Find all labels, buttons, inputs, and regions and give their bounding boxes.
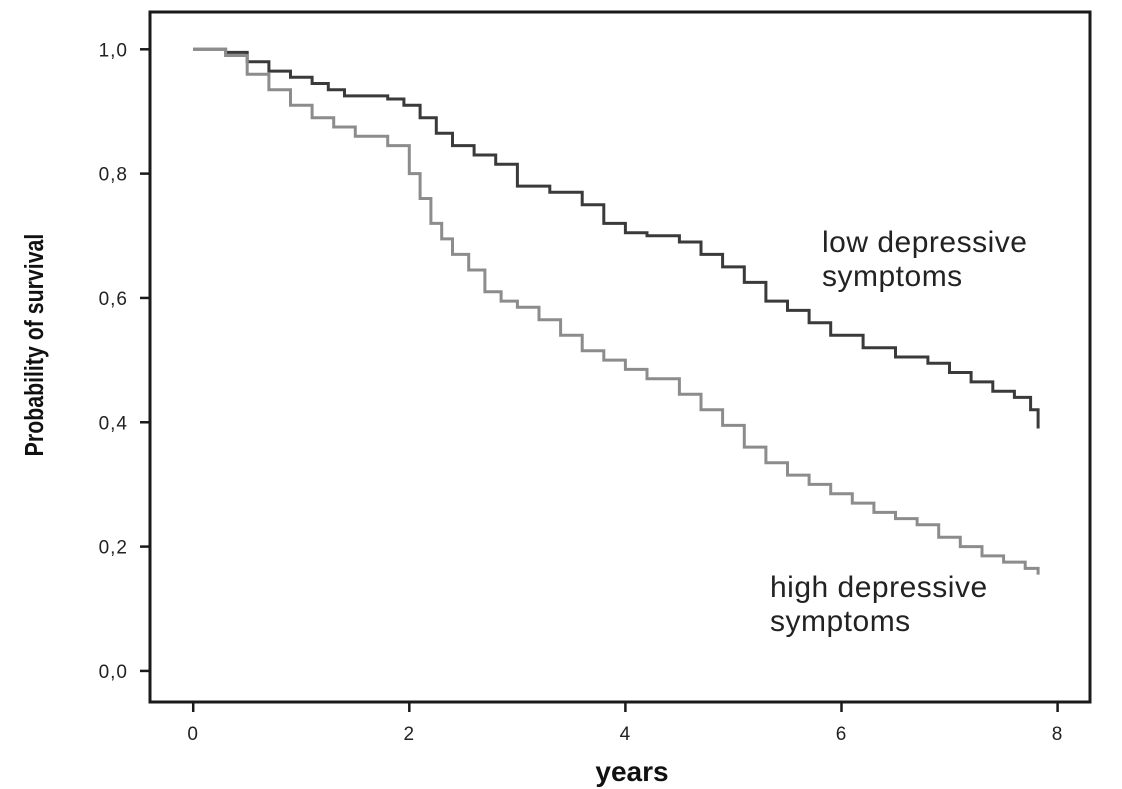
y-tick-label: 0,0 [99,662,128,683]
x-tick-label: 8 [1052,724,1064,745]
x-tick-label: 4 [620,724,632,745]
series-line-low [193,47,1040,429]
series-layer [193,47,1040,575]
y-tick-label: 0,2 [99,538,128,559]
annotation-low-line-1: low depressive [822,226,1027,259]
x-tick-label: 6 [836,724,848,745]
x-tick-label: 0 [187,724,199,745]
y-tick-label: 0,4 [99,413,128,434]
series-line-high [193,47,1040,575]
annotation-high-line-2: symptoms [770,605,911,638]
plot-frame [148,10,1092,704]
x-axis-ticks: 0 2 4 6 8 [187,702,1064,745]
y-tick-label: 0,8 [99,165,128,186]
y-axis-ticks: 0,0 0,2 0,4 0,6 0,8 1,0 [99,40,150,683]
annotation-low-line-2: symptoms [822,260,963,293]
x-tick-label: 2 [404,724,416,745]
x-axis-title: years [595,756,668,787]
y-tick-label: 0,6 [99,289,128,310]
y-tick-label: 1,0 [99,40,128,61]
annotation-high-line-1: high depressive [770,571,988,604]
y-axis-title: Probability of survival [20,234,50,457]
